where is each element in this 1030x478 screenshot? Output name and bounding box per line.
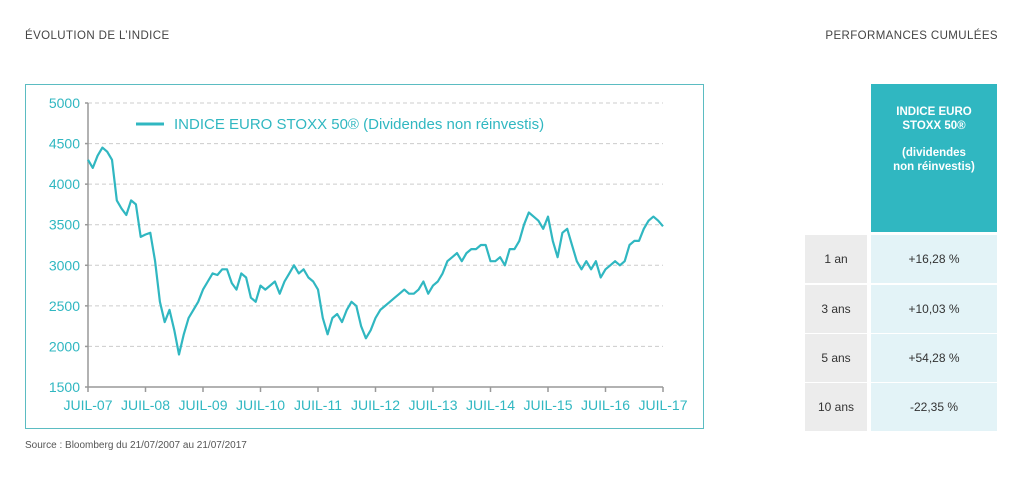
x-tick-label: JUIL-08: [121, 397, 170, 413]
performance-row: 5 ans +54,28 %: [805, 334, 998, 382]
y-tick-label: 3500: [49, 217, 80, 233]
performance-value: +54,28 %: [871, 334, 997, 382]
header-line-1: INDICE EURO: [896, 106, 972, 118]
line-chart: 1500 2000 2500 3000 3500 4000 4500 5000 JUIL-07 J…: [49, 95, 688, 413]
period-label: 1 an: [805, 235, 867, 283]
performance-row: 10 ans -22,35 %: [805, 383, 998, 431]
y-tick-label: 5000: [49, 95, 80, 111]
performance-row: 3 ans +10,03 %: [805, 285, 998, 333]
performance-section-title: PERFORMANCES CUMULÉES: [825, 30, 998, 42]
performance-table-header: INDICE EURO STOXX 50® (dividendes non ré…: [871, 84, 997, 232]
performance-value: +10,03 %: [871, 285, 997, 333]
header-line-3: (dividendes: [902, 147, 966, 159]
performance-value: -22,35 %: [871, 383, 997, 431]
x-tick-label: JUIL-16: [581, 397, 630, 413]
x-tick-label: JUIL-12: [351, 397, 400, 413]
y-tick-label: 2500: [49, 298, 80, 314]
series-line: [87, 146, 664, 356]
period-label: 10 ans: [805, 383, 867, 431]
header-line-2: STOXX 50®: [902, 119, 966, 132]
x-tick-label: JUIL-11: [294, 397, 342, 413]
legend-label: INDICE EURO STOXX 50® (Dividendes non ré…: [174, 116, 544, 133]
y-tick-label: 3000: [49, 257, 80, 273]
x-tick-label: JUIL-09: [178, 397, 227, 413]
x-tick-label: JUIL-17: [638, 397, 687, 413]
y-tick-label: 4500: [49, 136, 80, 152]
chart-section-title: ÉVOLUTION DE L’INDICE: [25, 30, 170, 42]
x-tick-label: JUIL-14: [466, 397, 515, 413]
header-line-4: non réinvestis): [893, 160, 975, 173]
performance-value: +16,28 %: [871, 235, 997, 283]
x-tick-label: JUIL-10: [236, 397, 285, 413]
x-tick-label: JUIL-15: [523, 397, 572, 413]
y-tick-label: 4000: [49, 176, 80, 192]
source-note: Source : Bloomberg du 21/07/2007 au 21/0…: [25, 440, 247, 451]
x-tick-label: JUIL-13: [408, 397, 457, 413]
chart-frame: 1500 2000 2500 3000 3500 4000 4500 5000 JUIL-07 J…: [25, 84, 704, 429]
performance-row: 1 an +16,28 %: [805, 235, 998, 283]
y-tick-label: 2000: [49, 338, 80, 354]
period-label: 3 ans: [805, 285, 867, 333]
x-tick-label: JUIL-07: [63, 397, 112, 413]
y-tick-label: 1500: [49, 379, 80, 395]
period-label: 5 ans: [805, 334, 867, 382]
